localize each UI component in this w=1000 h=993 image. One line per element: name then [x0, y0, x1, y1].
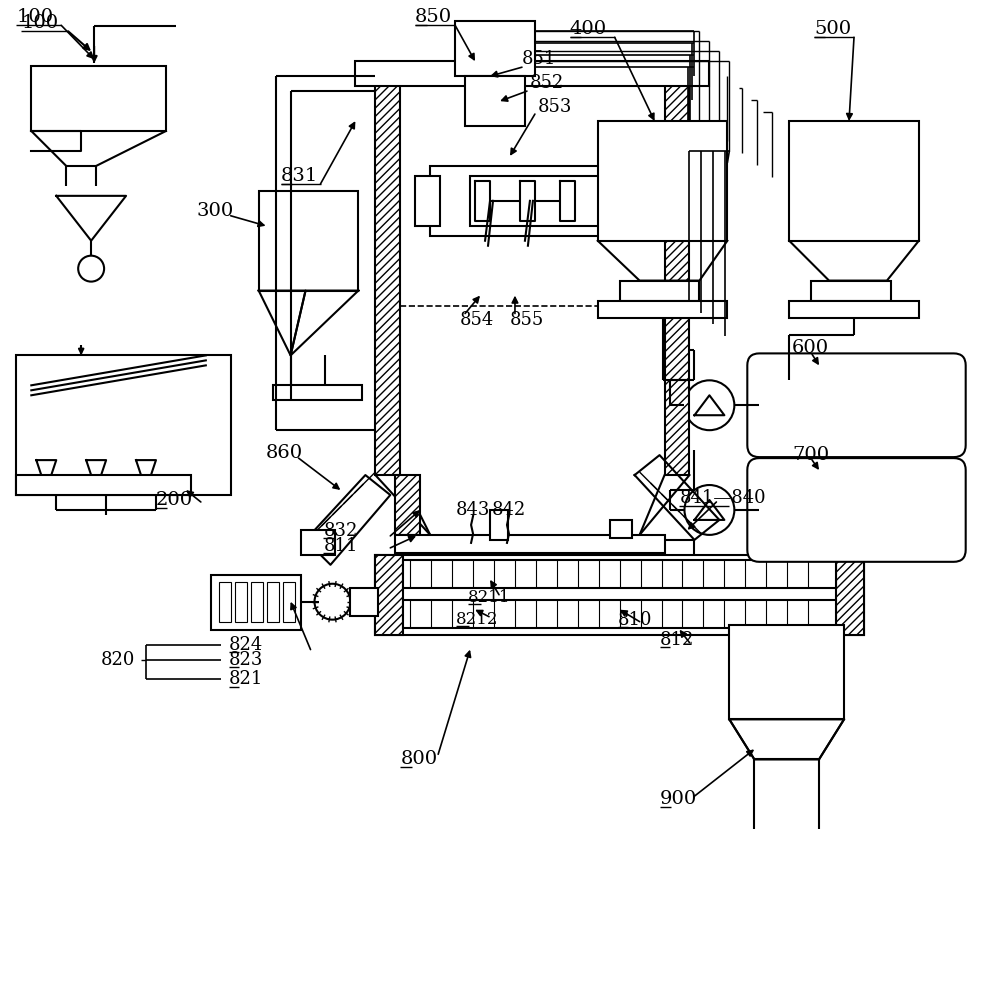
Bar	[235, 582, 247, 622]
Bar	[16, 475, 191, 495]
Bar	[403, 560, 836, 588]
FancyBboxPatch shape	[747, 354, 966, 457]
Bar	[301, 530, 335, 555]
Text: 500: 500	[814, 20, 851, 39]
Text: 860: 860	[266, 444, 303, 462]
Text: 831: 831	[281, 167, 318, 185]
Text: 824: 824	[229, 636, 263, 653]
Text: 841—840: 841—840	[679, 489, 766, 507]
Text: 851: 851	[522, 51, 556, 69]
Bar	[789, 301, 919, 319]
Bar	[251, 582, 263, 622]
Bar	[455, 21, 535, 76]
Bar	[211, 575, 301, 630]
Bar	[395, 475, 420, 535]
Bar	[598, 121, 727, 240]
Bar	[836, 555, 864, 635]
Text: 853: 853	[538, 98, 572, 116]
Text: 900: 900	[660, 790, 697, 808]
Text: 820: 820	[101, 650, 135, 668]
Text: 821: 821	[229, 670, 263, 688]
Bar	[259, 191, 358, 291]
Bar	[729, 625, 844, 719]
Bar	[16, 355, 231, 495]
Bar	[490, 510, 508, 540]
Text: 832: 832	[323, 522, 358, 540]
Bar	[31, 67, 166, 131]
Text: 100: 100	[16, 8, 53, 27]
Text: 854: 854	[460, 312, 494, 330]
Bar	[283, 582, 295, 622]
Bar	[665, 76, 689, 475]
Bar	[660, 540, 694, 565]
Text: 855: 855	[510, 312, 544, 330]
Bar	[355, 62, 709, 86]
Bar	[430, 166, 640, 235]
Text: 400: 400	[570, 20, 607, 39]
Text: 843: 843	[456, 500, 490, 519]
FancyBboxPatch shape	[747, 458, 966, 562]
Text: 823: 823	[229, 650, 263, 668]
Bar	[375, 555, 864, 635]
Bar	[375, 555, 403, 635]
Text: 810: 810	[618, 611, 652, 629]
Bar	[375, 76, 400, 475]
Text: 200: 200	[156, 491, 193, 509]
Bar	[267, 582, 279, 622]
Text: 842: 842	[492, 500, 526, 519]
Bar	[789, 121, 919, 240]
Text: 812: 812	[660, 631, 694, 648]
Text: 800: 800	[400, 751, 437, 769]
Text: 850: 850	[415, 8, 452, 27]
Text: 811: 811	[323, 537, 358, 555]
Text: 700: 700	[792, 446, 829, 464]
Text: 852: 852	[530, 74, 564, 92]
Bar	[811, 281, 891, 301]
Bar	[640, 176, 665, 225]
Bar	[403, 600, 836, 628]
Bar	[610, 520, 632, 538]
Bar	[470, 176, 600, 225]
Bar	[273, 385, 362, 400]
Text: 8212: 8212	[456, 611, 499, 629]
Bar	[598, 301, 727, 319]
Bar	[219, 582, 231, 622]
Bar	[465, 76, 525, 126]
Bar	[350, 588, 378, 616]
Text: 600: 600	[792, 340, 829, 357]
Text: 8211: 8211	[468, 589, 511, 606]
Text: 100: 100	[21, 14, 58, 33]
Bar	[415, 176, 440, 225]
Text: 300: 300	[197, 202, 234, 219]
Bar	[620, 281, 699, 301]
Bar	[395, 535, 665, 553]
